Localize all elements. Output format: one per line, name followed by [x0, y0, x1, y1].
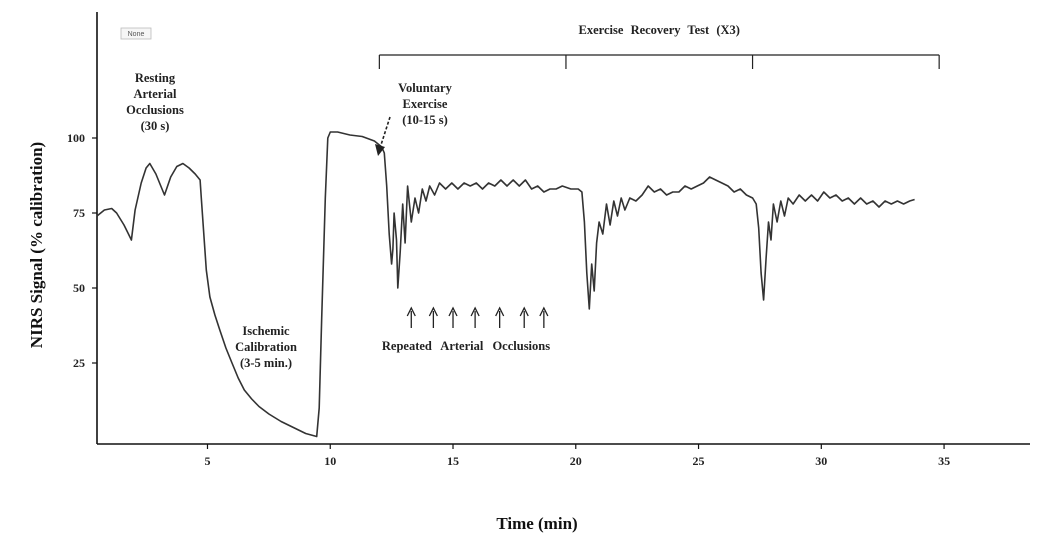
x-tick-label: 15: [447, 454, 459, 468]
y-axis-title: NIRS Signal (% calibration): [27, 142, 46, 348]
y-tick-label: 100: [67, 131, 85, 145]
legend-box-text: None: [128, 31, 145, 38]
y-tick-label: 25: [73, 356, 85, 370]
voluntary-arrow-shaft: [379, 116, 391, 149]
x-tick-label: 30: [815, 454, 827, 468]
x-tick-label: 10: [324, 454, 336, 468]
legend-box: [120, 27, 152, 40]
nirs-signal-line: [96, 131, 915, 438]
ischemic-calibration-label: Ischemic Calibration (3-5 min.): [235, 324, 297, 370]
voluntary-arrow-head: [375, 144, 385, 156]
x-tick-label: 25: [693, 454, 705, 468]
x-axis-title: Time (min): [496, 514, 577, 533]
y-tick-label: 50: [73, 281, 85, 295]
series-layer: [96, 131, 915, 438]
x-tick-label: 5: [204, 454, 210, 468]
tick-labels: 5 10 15 20 25 30 35 25 50 75 100: [67, 131, 950, 468]
axes: [96, 12, 1030, 445]
repeated-occlusions-label: Repeated Arterial Occlusions: [382, 339, 550, 353]
occlusion-up-arrowhead: [539, 306, 549, 317]
x-tick-label: 35: [938, 454, 950, 468]
annotations: Resting Arterial Occlusions (30 s) Ischemic C…: [126, 23, 940, 370]
occlusion-up-arrowhead: [495, 306, 505, 317]
x-tick-label: 20: [570, 454, 582, 468]
occlusion-up-arrowhead: [519, 306, 529, 317]
occlusion-up-arrowhead: [428, 306, 438, 317]
occlusion-up-arrowhead: [406, 306, 416, 317]
occlusion-up-arrowhead: [448, 306, 458, 317]
resting-occlusions-label: Resting Arterial Occlusions (30 s): [126, 71, 184, 133]
exercise-recovery-label: Exercise Recovery Test (X3): [579, 23, 740, 37]
voluntary-exercise-label: Voluntary Exercise (10-15 s): [398, 81, 452, 127]
occlusion-up-arrowhead: [470, 306, 480, 317]
y-tick-label: 75: [73, 206, 85, 220]
